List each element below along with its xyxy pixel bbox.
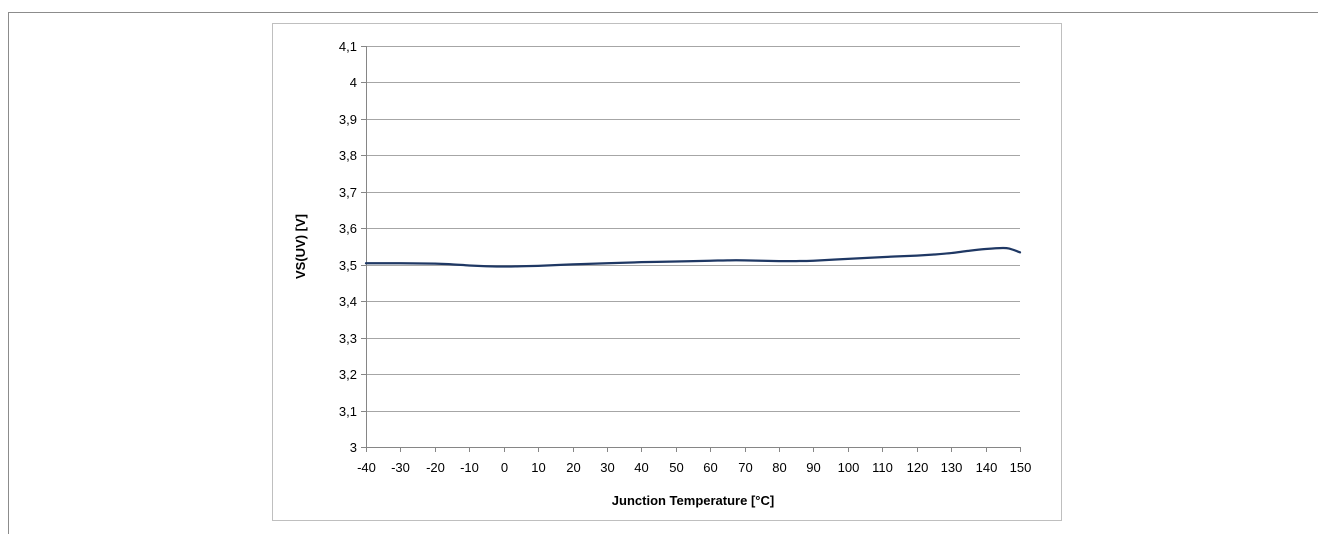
x-tick-label: 60 xyxy=(703,460,717,475)
x-tick-label: -10 xyxy=(460,460,479,475)
x-tick-label: 0 xyxy=(501,460,508,475)
y-tick-label: 3,7 xyxy=(339,185,357,200)
y-tick-label: 3,8 xyxy=(339,148,357,163)
x-tick-label: 100 xyxy=(838,460,860,475)
x-tick-label: 40 xyxy=(634,460,648,475)
series-line xyxy=(364,246,1022,268)
y-tick-label: 3,5 xyxy=(339,258,357,273)
y-axis-title: VS(UV) [V] xyxy=(293,214,308,279)
y-tick-label: 3,6 xyxy=(339,221,357,236)
x-tick-label: 150 xyxy=(1010,460,1032,475)
x-axis-title: Junction Temperature [°C] xyxy=(612,493,774,508)
page-frame xyxy=(8,12,1318,534)
x-tick-label: 30 xyxy=(600,460,614,475)
x-tick-label: 140 xyxy=(976,460,998,475)
x-tick-label: 80 xyxy=(772,460,786,475)
x-tick-label: 70 xyxy=(738,460,752,475)
y-tick-label: 4,1 xyxy=(339,39,357,54)
x-tick-label: 130 xyxy=(941,460,963,475)
y-tick-label: 3,9 xyxy=(339,112,357,127)
y-tick-label: 3,1 xyxy=(339,404,357,419)
y-tick-label: 4 xyxy=(350,75,357,90)
y-tick-label: 3 xyxy=(350,440,357,455)
x-tick-label: 90 xyxy=(806,460,820,475)
x-tick-label: 20 xyxy=(566,460,580,475)
x-tick-label: 10 xyxy=(531,460,545,475)
x-tick-label: 110 xyxy=(872,460,893,475)
x-tick-label: -20 xyxy=(426,460,445,475)
chart-area xyxy=(272,23,1062,521)
x-tick-label: 50 xyxy=(669,460,683,475)
x-tick-label: 120 xyxy=(907,460,929,475)
y-tick-label: 3,2 xyxy=(339,367,357,382)
y-tick-label: 3,4 xyxy=(339,294,357,309)
y-tick-label: 3,3 xyxy=(339,331,357,346)
x-tick-label: -40 xyxy=(357,460,376,475)
x-tick-label: -30 xyxy=(391,460,410,475)
